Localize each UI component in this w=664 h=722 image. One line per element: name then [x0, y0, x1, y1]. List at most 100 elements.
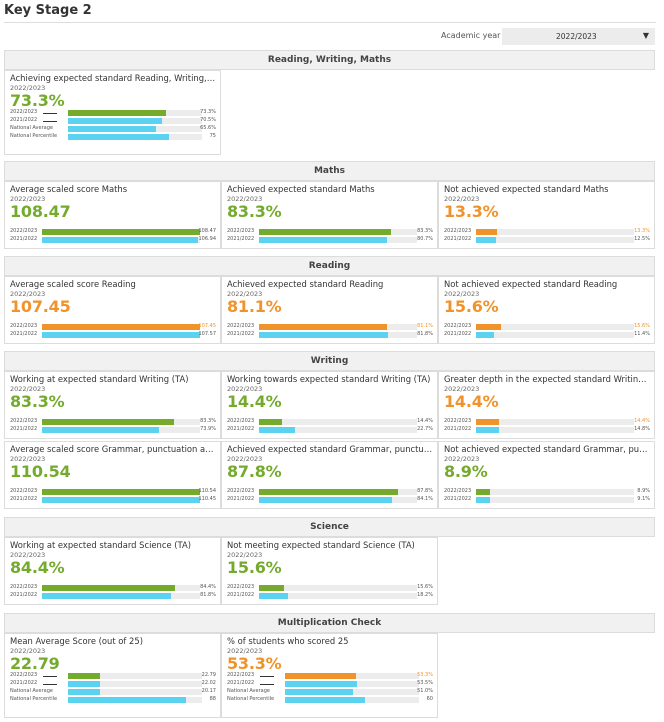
bar-track [259, 324, 417, 330]
bar-track [285, 681, 419, 687]
metric-value: 14.4% [444, 392, 499, 411]
row-label: 2022/2023 [10, 228, 38, 234]
metric-card[interactable]: Average scaled score Grammar, punctuatio… [4, 441, 221, 509]
section-header: Science [4, 517, 655, 537]
row-label: 2022/2023 [10, 418, 38, 424]
row-value: 13.3% [634, 228, 650, 234]
legend-line [260, 684, 274, 685]
comparison-row: National Percentile 88 [10, 696, 216, 703]
bar-fill [42, 237, 198, 243]
metric-year: 2022/2023 [227, 195, 263, 203]
metric-card[interactable]: Mean Average Score (out of 25) 2022/2023 2… [4, 633, 221, 718]
comparison-row: 2021/2022 22.7% [227, 426, 433, 433]
metric-year: 2022/2023 [227, 385, 263, 393]
section-writing: Writing Working at expected standard Writ… [4, 351, 655, 511]
metric-card[interactable]: Working at expected standard Science (TA… [4, 537, 221, 605]
bar-fill [68, 673, 101, 679]
bar-track [42, 324, 200, 330]
metric-card[interactable]: Average scaled score Reading 2022/2023 107… [4, 276, 221, 344]
bar-fill [259, 489, 398, 495]
metric-card[interactable]: Not achieved expected standard Reading 20… [438, 276, 655, 344]
bar-track [68, 134, 202, 140]
metric-card[interactable]: Average scaled score Maths 2022/2023 108.4… [4, 181, 221, 249]
comparison-row: 2022/2023 15.6% [227, 584, 433, 591]
row-label: 2021/2022 [10, 117, 38, 123]
bar-fill [68, 110, 167, 116]
row-value: 8.9% [637, 488, 650, 494]
metric-year: 2022/2023 [444, 195, 480, 203]
bar-fill [285, 673, 357, 679]
comparison-row: 2022/2023 73.3% [10, 109, 216, 116]
metric-card[interactable]: Working towards expected standard Writin… [221, 371, 438, 439]
row-label: 2021/2022 [444, 496, 472, 502]
row-label: 2021/2022 [10, 496, 38, 502]
bar-fill [259, 229, 391, 235]
metric-card[interactable]: Achieving expected standard Reading, Wri… [4, 70, 221, 155]
metric-card[interactable]: Greater depth in the expected standard W… [438, 371, 655, 439]
row-label: 2021/2022 [10, 236, 38, 242]
metric-title: Greater depth in the expected standard W… [444, 374, 650, 384]
row-label: National Average [227, 688, 270, 694]
row-label: 2022/2023 [444, 418, 472, 424]
row-value: 22.79 [201, 672, 216, 678]
metric-title: Average scaled score Maths [10, 184, 128, 194]
section-maths: Maths Average scaled score Maths 2022/2023… [4, 161, 655, 249]
comparison-row: 2022/2023 83.3% [227, 228, 433, 235]
metric-card[interactable]: Achieved expected standard Reading 2022/2… [221, 276, 438, 344]
row-value: 15.6% [417, 584, 433, 590]
comparison-row: 2021/2022 73.9% [10, 426, 216, 433]
row-label: 2021/2022 [227, 236, 255, 242]
metric-card[interactable]: % of students who scored 25 2022/2023 53.3… [221, 633, 438, 718]
bar-fill [259, 593, 288, 599]
metric-year: 2022/2023 [10, 385, 46, 393]
row-value: 14.8% [634, 426, 650, 432]
metric-card[interactable]: Working at expected standard Writing (TA… [4, 371, 221, 439]
bar-track [259, 332, 417, 338]
bar-fill [68, 689, 101, 695]
bar-track [259, 489, 417, 495]
bar-track [42, 229, 200, 235]
bar-track [259, 237, 417, 243]
metric-title: Working at expected standard Writing (TA… [10, 374, 189, 384]
metric-title: Working at expected standard Science (TA… [10, 540, 192, 550]
metric-card[interactable]: Achieved expected standard Maths 2022/202… [221, 181, 438, 249]
bar-track [476, 332, 634, 338]
bar-fill [42, 593, 172, 599]
row-value: 60 [426, 696, 433, 702]
bar-fill [259, 419, 282, 425]
bar-fill [476, 332, 494, 338]
row-label: 2022/2023 [227, 672, 255, 678]
metric-title: Not achieved expected standard Grammar, … [444, 444, 650, 454]
bar-fill [285, 697, 366, 703]
metric-card[interactable]: Not achieved expected standard Maths 2022… [438, 181, 655, 249]
metric-card[interactable]: Not achieved expected standard Grammar, … [438, 441, 655, 509]
bar-track [42, 497, 200, 503]
metric-title: Average scaled score Reading [10, 279, 136, 289]
comparison-row: 2022/2023 83.3% [10, 418, 216, 425]
metric-card[interactable]: Achieved expected standard Grammar, punc… [221, 441, 438, 509]
metric-value: 83.3% [10, 392, 65, 411]
metric-year: 2022/2023 [10, 647, 46, 655]
bar-track [476, 489, 634, 495]
metric-value: 81.1% [227, 297, 282, 316]
row-value: 83.3% [417, 228, 433, 234]
metric-value: 13.3% [444, 202, 499, 221]
metric-card[interactable]: Not meeting expected standard Science (T… [221, 537, 438, 605]
comparison-row: 2021/2022 14.8% [444, 426, 650, 433]
metric-title: Achieved expected standard Reading [227, 279, 384, 289]
comparison-row: 2022/2023 84.4% [10, 584, 216, 591]
row-label: 2022/2023 [10, 323, 38, 329]
bar-track [259, 593, 417, 599]
comparison-row: 2021/2022 110.45 [10, 496, 216, 503]
comparison-row: 2022/2023 81.1% [227, 323, 433, 330]
comparison-row: National Percentile 75 [10, 133, 216, 140]
row-value: 75 [209, 133, 216, 139]
section-science: Science Working at expected standard Scie… [4, 517, 655, 607]
metric-title: % of students who scored 25 [227, 636, 349, 646]
row-value: 18.2% [417, 592, 433, 598]
comparison-row: 2021/2022 106.94 [10, 236, 216, 243]
metric-year: 2022/2023 [10, 455, 46, 463]
metric-title: Not achieved expected standard Maths [444, 184, 609, 194]
academic-year-select[interactable]: 2022/2023 ▼ [502, 28, 655, 45]
row-label: 2022/2023 [227, 323, 255, 329]
